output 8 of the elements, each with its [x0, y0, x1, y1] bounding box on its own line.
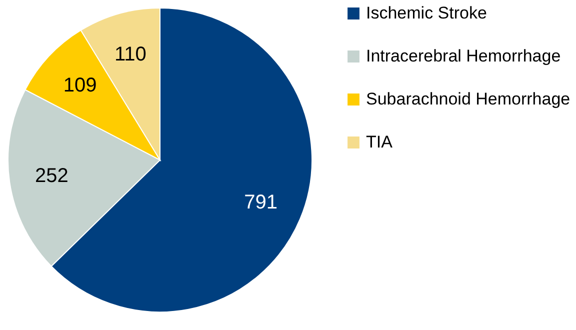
- legend-label: TIA: [366, 132, 394, 152]
- legend-label: Intracerebral Hemorrhage: [366, 46, 561, 66]
- legend-label: Subarachnoid Hemorrhage: [366, 90, 570, 108]
- data-label: 110: [114, 44, 146, 66]
- data-label: 791: [244, 191, 278, 214]
- legend-label: Ischemic Stroke: [366, 4, 487, 22]
- data-label: 252: [35, 165, 68, 188]
- data-label: 109: [63, 74, 97, 96]
